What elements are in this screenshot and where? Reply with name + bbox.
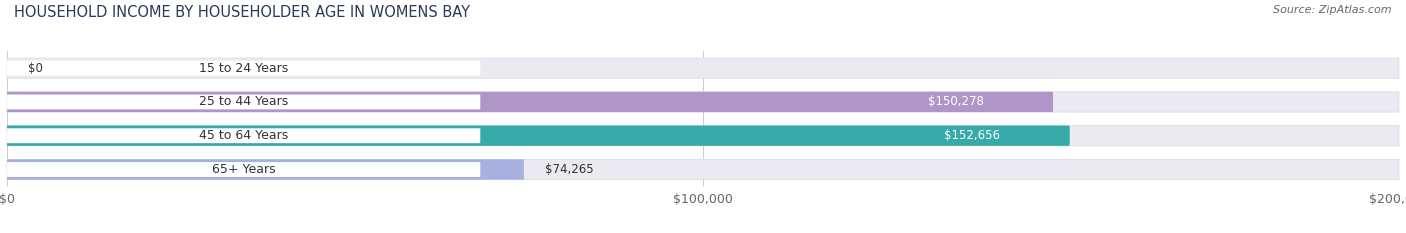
FancyBboxPatch shape bbox=[7, 95, 481, 109]
FancyBboxPatch shape bbox=[7, 159, 1399, 180]
Text: $0: $0 bbox=[28, 62, 42, 75]
Text: 15 to 24 Years: 15 to 24 Years bbox=[200, 62, 288, 75]
Text: $152,656: $152,656 bbox=[943, 129, 1000, 142]
FancyBboxPatch shape bbox=[858, 93, 1053, 111]
FancyBboxPatch shape bbox=[7, 128, 481, 143]
FancyBboxPatch shape bbox=[7, 92, 1053, 112]
FancyBboxPatch shape bbox=[7, 61, 481, 75]
FancyBboxPatch shape bbox=[7, 126, 1399, 146]
Text: 25 to 44 Years: 25 to 44 Years bbox=[200, 96, 288, 108]
FancyBboxPatch shape bbox=[7, 58, 1399, 78]
FancyBboxPatch shape bbox=[7, 162, 481, 177]
Text: $150,278: $150,278 bbox=[928, 96, 983, 108]
Text: HOUSEHOLD INCOME BY HOUSEHOLDER AGE IN WOMENS BAY: HOUSEHOLD INCOME BY HOUSEHOLDER AGE IN W… bbox=[14, 5, 470, 20]
Text: 45 to 64 Years: 45 to 64 Years bbox=[200, 129, 288, 142]
FancyBboxPatch shape bbox=[7, 126, 1070, 146]
Text: 65+ Years: 65+ Years bbox=[212, 163, 276, 176]
FancyBboxPatch shape bbox=[7, 159, 524, 180]
Text: $74,265: $74,265 bbox=[544, 163, 593, 176]
Text: Source: ZipAtlas.com: Source: ZipAtlas.com bbox=[1274, 5, 1392, 15]
FancyBboxPatch shape bbox=[875, 127, 1070, 144]
FancyBboxPatch shape bbox=[7, 92, 1399, 112]
